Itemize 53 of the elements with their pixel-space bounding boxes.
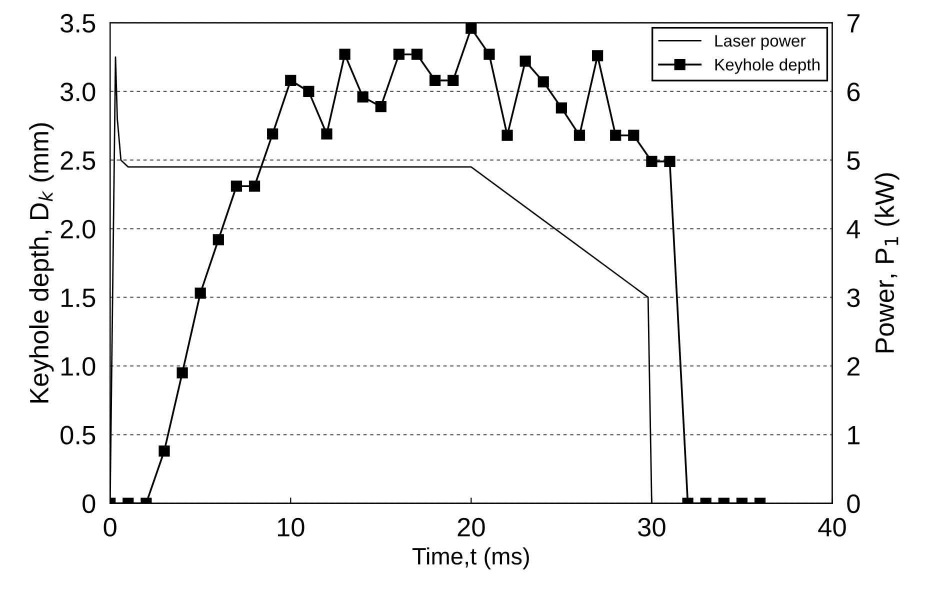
point [574,130,586,141]
x-tick-label: 40 [818,518,846,537]
point [556,102,567,114]
point [194,288,206,299]
point [520,56,531,67]
y2-tick-label: 0 [847,494,860,514]
point [321,128,332,140]
point [267,128,278,140]
point [375,100,386,112]
y-tick-label: 2.5 [60,151,96,170]
point [664,156,676,167]
point [230,180,242,192]
point [339,48,350,60]
point [592,50,604,62]
point [285,74,296,86]
y2-tick-label: 2 [847,357,860,376]
point [430,74,441,86]
point [393,48,405,60]
point [248,180,260,192]
y-axis-title: Keyhole depth, D$_{k}$ (mm) [29,123,54,402]
y-tick-label: 2.0 [60,220,96,239]
y-tick-label: 1.0 [62,357,96,376]
point [411,48,423,60]
x-tick-label: 30 [638,518,666,537]
y-tick-label: 0 [82,494,96,514]
y2-tick-label: 4 [846,220,860,238]
y-tick-label: 1.5 [62,288,96,308]
point [357,91,368,102]
point [448,74,459,86]
legend-label: Laser power [715,35,806,50]
point [502,130,513,141]
point [466,22,477,34]
y2-tick-label: 1 [848,426,860,444]
legend-label: Keyhole depth [715,58,820,74]
x-tick-label: 10 [278,518,304,537]
y2-tick-label: 5 [847,151,860,170]
y2-tick-label: 6 [847,82,860,102]
x-tick-label: 20 [458,518,485,537]
y2-axis-title: Power, P$_{1}$ (kW) [874,173,900,352]
point [212,234,224,246]
x-tick-label: 0 [104,518,116,537]
y-tick-label: 3.0 [60,82,96,102]
point [484,48,495,60]
point [610,130,622,141]
y2-tick-label: 3 [847,288,860,308]
point [538,76,549,88]
point [303,86,314,97]
point [628,130,640,141]
x-axis-title: Time,t (ms) [412,547,529,570]
y-tick-label: 0.5 [60,426,96,444]
y2-tick-label: 7 [847,14,860,32]
point [646,156,658,167]
y-tick-label: 3.5 [60,14,96,33]
